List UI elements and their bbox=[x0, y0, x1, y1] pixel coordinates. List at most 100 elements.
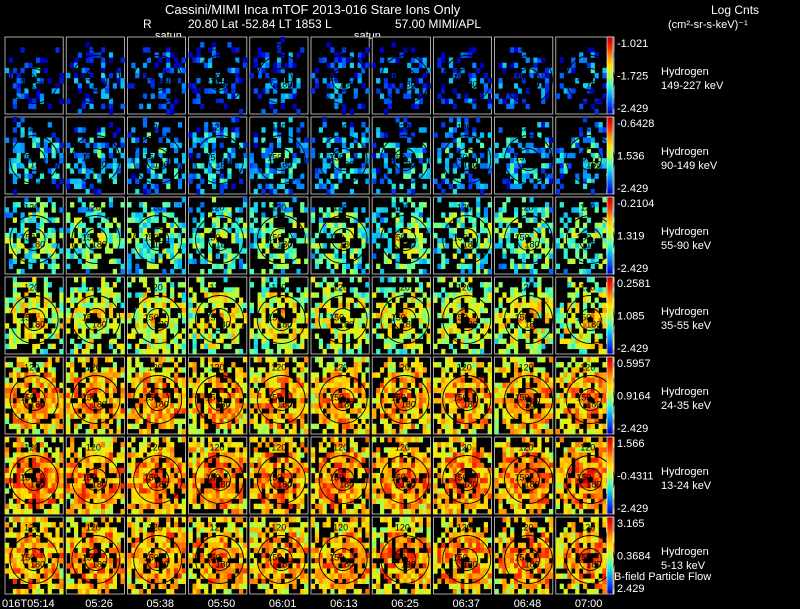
heatmap-cell bbox=[448, 343, 454, 350]
heatmap-cell bbox=[231, 413, 236, 419]
heatmap-cell bbox=[215, 382, 220, 389]
heatmap-cell bbox=[81, 178, 86, 184]
heatmap-cell bbox=[47, 137, 52, 143]
heatmap-cell bbox=[257, 408, 262, 414]
heatmap-cell bbox=[97, 428, 102, 435]
heatmap-cell bbox=[365, 307, 370, 314]
heatmap-cell bbox=[43, 232, 48, 239]
heatmap-cell bbox=[146, 338, 151, 344]
heatmap-cell bbox=[28, 127, 33, 133]
heatmap-cell bbox=[277, 403, 282, 409]
heatmap-cell bbox=[211, 137, 217, 143]
heatmap-cell bbox=[456, 318, 461, 324]
heatmap-cell bbox=[253, 232, 258, 239]
heatmap-cell bbox=[93, 188, 98, 195]
heatmap-cell bbox=[5, 362, 10, 368]
heatmap-cell bbox=[418, 93, 423, 99]
heatmap-cell bbox=[142, 122, 148, 128]
heatmap-cell bbox=[537, 207, 542, 213]
heatmap-cell bbox=[414, 333, 420, 339]
colorbar-segment bbox=[607, 212, 613, 215]
heatmap-cell bbox=[70, 243, 75, 249]
heatmap-cell bbox=[24, 382, 29, 389]
heatmap-cell bbox=[192, 367, 197, 373]
heatmap-cell bbox=[162, 408, 167, 414]
heatmap-cell bbox=[559, 152, 564, 159]
heatmap-cell bbox=[537, 282, 542, 288]
heatmap-cell bbox=[456, 217, 461, 223]
heatmap-cell bbox=[51, 403, 56, 409]
heatmap-cell bbox=[257, 93, 262, 99]
heatmap-cell bbox=[227, 387, 232, 394]
heatmap-cell bbox=[120, 152, 125, 159]
heatmap-cell bbox=[318, 258, 323, 264]
heatmap-cell bbox=[456, 248, 461, 254]
heatmap-cell bbox=[70, 338, 75, 344]
heatmap-cell bbox=[97, 243, 102, 249]
heatmap-cell bbox=[277, 343, 282, 350]
heatmap-cell bbox=[28, 62, 33, 69]
heatmap-cell bbox=[345, 232, 351, 239]
heatmap-cell bbox=[334, 343, 339, 350]
heatmap-cell bbox=[188, 297, 193, 303]
heatmap-cell bbox=[59, 392, 64, 399]
heatmap-cell bbox=[47, 392, 52, 399]
heatmap-cell bbox=[284, 83, 289, 89]
heatmap-cell bbox=[277, 338, 282, 344]
heatmap-cell bbox=[441, 302, 446, 309]
heatmap-cell bbox=[105, 248, 110, 254]
heatmap-cell bbox=[517, 72, 523, 79]
heatmap-cell bbox=[142, 333, 148, 339]
heatmap-cell bbox=[357, 222, 362, 229]
heatmap-cell bbox=[47, 197, 52, 203]
heatmap-cell bbox=[174, 387, 179, 394]
heatmap-cell bbox=[468, 243, 473, 249]
heatmap-cell bbox=[387, 227, 392, 234]
heatmap-cell bbox=[594, 163, 599, 169]
heatmap-cell bbox=[200, 57, 205, 63]
heatmap-cell bbox=[131, 413, 136, 419]
heatmap-cell bbox=[326, 253, 331, 259]
heatmap-cell bbox=[476, 312, 481, 319]
ring-label: 120 bbox=[210, 203, 225, 213]
heatmap-cell bbox=[215, 52, 220, 58]
heatmap-cell bbox=[188, 312, 193, 319]
heatmap-cell bbox=[387, 103, 392, 110]
heatmap-cell bbox=[575, 302, 580, 309]
heatmap-cell bbox=[85, 188, 90, 195]
heatmap-cell bbox=[514, 72, 519, 79]
heatmap-cell bbox=[188, 428, 193, 435]
heatmap-cell bbox=[97, 403, 102, 409]
colorbar-segment bbox=[607, 256, 613, 260]
heatmap-cell bbox=[365, 263, 370, 270]
heatmap-cell bbox=[211, 297, 217, 303]
heatmap-cell bbox=[273, 132, 278, 138]
heatmap-cell bbox=[158, 88, 163, 94]
heatmap-cell bbox=[296, 343, 301, 350]
heatmap-cell bbox=[116, 372, 121, 378]
heatmap-cell bbox=[498, 333, 503, 339]
heatmap-cell bbox=[215, 98, 220, 104]
heatmap-cell bbox=[43, 142, 48, 149]
heatmap-cell bbox=[345, 158, 351, 164]
heatmap-cell bbox=[257, 232, 262, 239]
heatmap-cell bbox=[16, 302, 21, 309]
heatmap-cell bbox=[304, 333, 309, 339]
heatmap-cell bbox=[5, 387, 10, 394]
heatmap-cell bbox=[249, 282, 254, 288]
heatmap-cell bbox=[74, 328, 79, 334]
heatmap-cell bbox=[288, 168, 293, 174]
heatmap-cell bbox=[395, 217, 400, 223]
heatmap-cell bbox=[318, 413, 323, 419]
heatmap-cell bbox=[181, 268, 186, 275]
ring-120 bbox=[504, 295, 553, 344]
ring-120 bbox=[133, 135, 183, 184]
heatmap-cell bbox=[211, 142, 217, 149]
heatmap-cell bbox=[342, 268, 347, 275]
heatmap-cell bbox=[12, 372, 17, 378]
colorbar-segment bbox=[607, 81, 613, 84]
heatmap-cell bbox=[590, 178, 595, 184]
heatmap-cell bbox=[590, 263, 595, 270]
heatmap-cell bbox=[215, 408, 220, 414]
heatmap-cell bbox=[142, 302, 148, 309]
